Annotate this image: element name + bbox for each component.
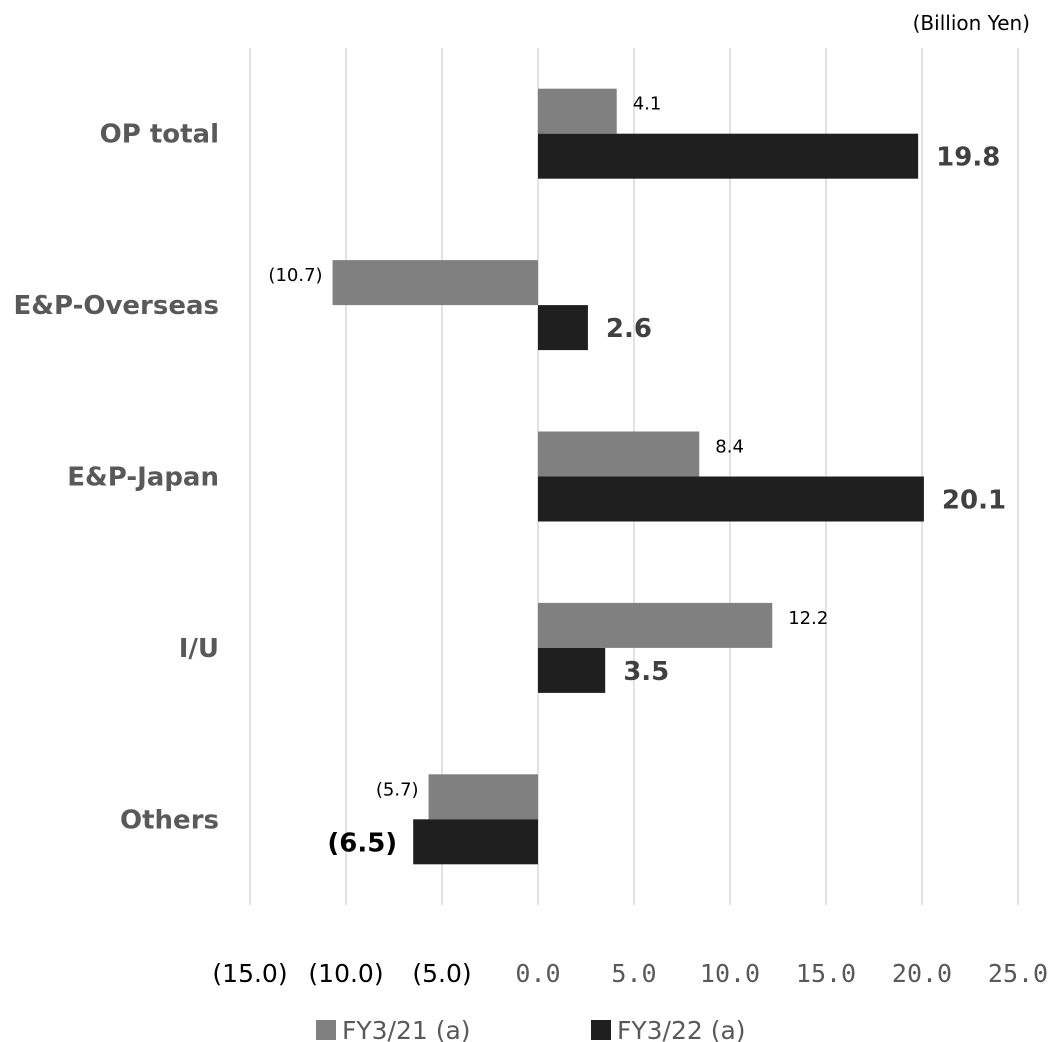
data-label-fy3-21-op-total: 4.1 [633, 94, 662, 115]
legend-swatch-fy3-21 [316, 1020, 336, 1040]
category-label-i-u: I/U [179, 634, 219, 664]
category-labels: OP total E&P-Overseas E&P-Japan I/U Others [14, 120, 219, 836]
bar-fy3-22-op-total [538, 133, 919, 179]
unit-label: (Billion Yen) [913, 11, 1030, 35]
bar-fy3-21-e-p-japan [538, 431, 700, 477]
x-tick-label: (15.0) [212, 959, 287, 988]
x-tick-label: (5.0) [412, 959, 471, 988]
legend: FY3/21 (a) FY3/22 (a) [316, 1016, 746, 1042]
bar-fy3-22-e-p-overseas [538, 305, 588, 351]
data-label-fy3-21-others: (5.7) [376, 779, 419, 800]
x-tick-label: (10.0) [308, 959, 383, 988]
category-label-e-p-overseas: E&P-Overseas [14, 291, 219, 321]
bars [332, 88, 924, 865]
data-label-fy3-22-e-p-overseas: 2.6 [606, 314, 652, 344]
data-label-fy3-21-e-p-japan: 8.4 [715, 437, 744, 458]
data-label-fy3-22-e-p-japan: 20.1 [942, 486, 1006, 516]
legend-label-fy3-21: FY3/21 (a) [342, 1016, 471, 1042]
category-label-op-total: OP total [100, 120, 219, 150]
legend-label-fy3-22: FY3/22 (a) [617, 1016, 746, 1042]
bar-fy3-22-e-p-japan [538, 476, 924, 522]
data-label-fy3-21-e-p-overseas: (10.7) [268, 265, 322, 286]
data-label-fy3-22-i-u: 3.5 [623, 657, 669, 687]
x-tick-label: 10.0 [700, 959, 760, 988]
bar-fy3-21-others [428, 774, 538, 820]
bar-fy3-22-others [413, 819, 538, 865]
x-tick-label: 15.0 [796, 959, 856, 988]
bar-fy3-22-i-u [538, 647, 606, 693]
data-labels: 4.1 19.8 (10.7) 2.6 8.4 20.1 12.2 3.5 (5.7) (6.5) [268, 94, 1006, 859]
legend-swatch-fy3-22 [591, 1020, 611, 1040]
x-tick-labels: (15.0) (10.0) (5.0) 0.0 5.0 10.0 15.0 20.0 25.0 [212, 959, 1048, 988]
bar-fy3-21-i-u [538, 602, 773, 648]
category-label-e-p-japan: E&P-Japan [67, 463, 219, 493]
data-label-fy3-22-op-total: 19.8 [936, 143, 1000, 173]
data-label-fy3-22-others: (6.5) [327, 828, 397, 858]
x-tick-label: 20.0 [892, 959, 952, 988]
x-tick-label: 0.0 [515, 959, 560, 988]
category-label-others: Others [120, 805, 219, 835]
x-tick-label: 25.0 [988, 959, 1048, 988]
data-label-fy3-21-i-u: 12.2 [788, 608, 828, 629]
bar-fy3-21-e-p-overseas [332, 260, 538, 306]
x-tick-label: 5.0 [611, 959, 656, 988]
bar-fy3-21-op-total [538, 88, 617, 134]
